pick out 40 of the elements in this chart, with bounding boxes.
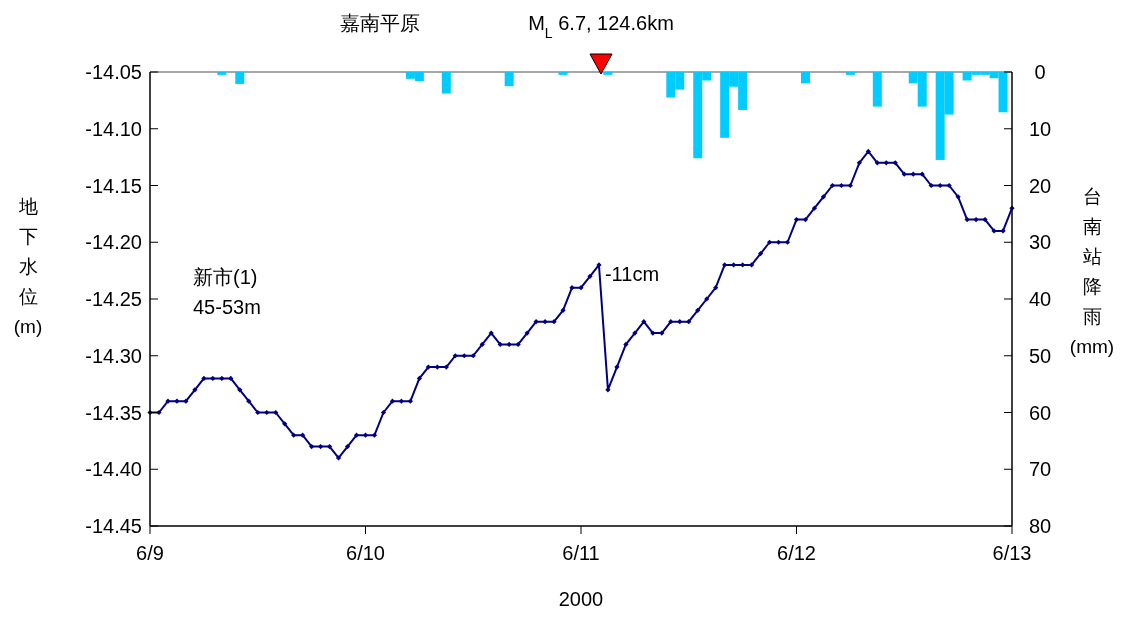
bar: [603, 72, 613, 75]
x-tick-label: 6/9: [136, 542, 164, 564]
bar: [845, 72, 855, 75]
y2-tick-label: 40: [1028, 288, 1052, 310]
bar: [235, 72, 245, 84]
annotation: 新市(1): [193, 266, 258, 288]
x-tick-label: 6/10: [346, 542, 385, 564]
y-tick-label: -14.15: [85, 174, 142, 197]
bar: [558, 72, 568, 75]
y-tick-label: -14.05: [85, 61, 142, 83]
y2-tick-label: 10: [1028, 117, 1052, 140]
bar: [217, 72, 227, 75]
bar: [872, 72, 882, 107]
bar: [504, 72, 514, 87]
y-axis-title: 地下水位(m): [13, 196, 43, 337]
bar: [441, 72, 451, 94]
y2-tick-label: 70: [1028, 458, 1052, 481]
y2-tick-label: 30: [1028, 231, 1052, 254]
x-tick-label: 6/12: [777, 542, 816, 564]
chart-title: 嘉南平原: [340, 12, 420, 34]
y-tick-label: -14.40: [85, 458, 142, 481]
y-tick-label: -14.25: [85, 288, 142, 310]
x-axis-title: 2000: [558, 588, 604, 610]
y2-tick-label: 60: [1028, 401, 1052, 424]
y-tick-label: -14.20: [85, 231, 142, 254]
y2-tick-label: 50: [1028, 344, 1052, 367]
x-tick-label: 6/13: [992, 542, 1032, 564]
y-tick-label: -14.30: [85, 344, 142, 367]
y-tick-label: -14.45: [85, 515, 142, 537]
annotation: -11cm: [604, 262, 660, 285]
y-tick-label: -14.10: [85, 117, 142, 140]
y2-tick-label: 80: [1028, 515, 1052, 537]
x-tick-label: 6/11: [562, 542, 600, 564]
annotation: 45-53m: [193, 296, 261, 318]
y2-axis-title: 台南站降雨(mm): [1069, 186, 1115, 357]
y2-tick-label: 20: [1028, 174, 1052, 197]
y-tick-label: -14.35: [85, 401, 142, 424]
y2-tick-label: 0: [1034, 61, 1046, 83]
bar: [800, 72, 810, 84]
text: M$_{L}$ 6.7, 124.6km: [528, 12, 674, 41]
